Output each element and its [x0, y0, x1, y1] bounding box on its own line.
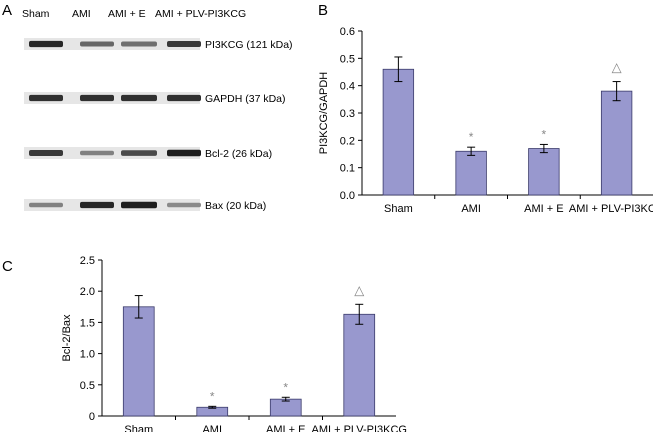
- lane-label: Sham: [22, 8, 50, 20]
- lane-label: AMI: [72, 8, 91, 20]
- blot-band: [80, 201, 114, 209]
- panel-label-c: C: [2, 258, 13, 275]
- lane-label: AMI + PLV-PI3KCG: [155, 8, 246, 20]
- bar: [600, 90, 633, 196]
- significance-marker-triangle: △: [354, 282, 364, 297]
- y-tick-label: 0.3: [340, 108, 355, 120]
- significance-marker-asterisk: *: [542, 127, 547, 141]
- bar: [528, 148, 560, 196]
- x-tick-label: AMI + PLV-PI3KCG: [569, 203, 653, 215]
- y-tick-label: 2.0: [80, 286, 95, 298]
- y-tick-label: 0.5: [80, 380, 95, 392]
- blot-band: [167, 202, 201, 208]
- x-tick-label: AMI + E: [524, 203, 563, 215]
- y-tick-label: 1.0: [80, 349, 95, 361]
- blot-band: [167, 149, 201, 157]
- blot-band: [121, 150, 157, 156]
- x-tick-label: AMI: [461, 203, 481, 215]
- x-tick-label: AMI + E: [266, 424, 305, 432]
- band-label: PI3KCG (121 kDa): [205, 39, 293, 51]
- y-tick-label: 0: [89, 411, 95, 423]
- y-tick-label: 0.5: [340, 53, 355, 65]
- band-label: Bcl-2 (26 kDa): [205, 148, 272, 160]
- blot-band: [29, 94, 63, 102]
- blot-band: [80, 94, 114, 102]
- band-label: GAPDH (37 kDa): [205, 93, 286, 105]
- x-tick-label: Sham: [384, 203, 413, 215]
- y-axis-label: Bcl-2/Bax: [61, 314, 73, 362]
- band-label: Bax (20 kDa): [205, 200, 266, 212]
- blot-band: [80, 41, 114, 47]
- y-tick-label: 0.6: [340, 26, 355, 38]
- panel-label-a: A: [2, 2, 12, 19]
- chart-c: 0 0.5 1.0 1.5 2.0 2.5 Sham * AMI * AMI + E △ AMI + P…: [61, 255, 407, 432]
- blot-band: [121, 41, 157, 47]
- significance-marker-asterisk: *: [210, 389, 215, 403]
- blot-band: [29, 202, 63, 208]
- y-tick-label: 0.2: [340, 135, 355, 147]
- blot-band: [121, 201, 157, 209]
- bar: [455, 150, 487, 196]
- y-axis-label: PI3KCG/GAPDH: [318, 72, 330, 155]
- bar: [382, 68, 415, 196]
- panel-label-b: B: [318, 2, 328, 19]
- y-tick-label: 0.1: [340, 163, 355, 175]
- blot-band: [167, 41, 201, 47]
- bar: [343, 313, 376, 417]
- western-blot-panel: Sham AMI AMI + E AMI + PLV-PI3KCG PI3KCG (12…: [22, 8, 293, 212]
- bar: [122, 306, 155, 417]
- lane-label: AMI + E: [108, 8, 146, 20]
- significance-marker-asterisk: *: [469, 130, 474, 144]
- blot-band: [121, 94, 157, 102]
- x-tick-label: AMI: [202, 424, 222, 432]
- y-tick-label: 1.5: [80, 317, 95, 329]
- x-tick-label: Sham: [124, 424, 153, 432]
- blot-band: [29, 150, 63, 156]
- blot-band: [29, 40, 63, 48]
- x-tick-label: AMI + PLV-PI3KCG: [312, 424, 407, 432]
- y-tick-label: 0.4: [340, 81, 355, 93]
- bar: [269, 398, 302, 417]
- y-tick-label: 2.5: [80, 255, 95, 267]
- significance-marker-triangle: △: [612, 60, 622, 75]
- blot-band: [80, 150, 114, 156]
- blot-band: [167, 94, 201, 102]
- significance-marker-asterisk: *: [283, 380, 288, 394]
- y-tick-label: 0.0: [340, 190, 355, 202]
- chart-b: 0.0 0.1 0.2 0.3 0.4 0.5 0.6 Sham * AMI * AMI + E △ AM…: [318, 26, 653, 215]
